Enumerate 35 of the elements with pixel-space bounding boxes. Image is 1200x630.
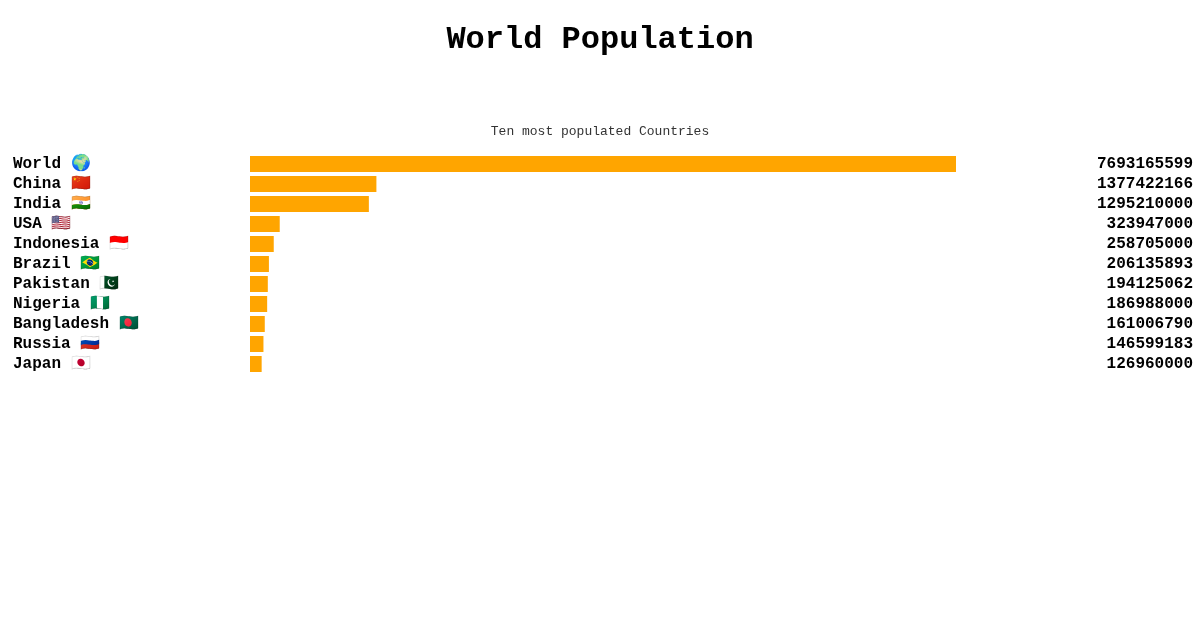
y-tick-label: Russia 🇷🇺 [13,334,101,353]
y-tick-label: Bangladesh 🇧🇩 [13,314,139,333]
data-label: 161006790 [1106,315,1193,333]
bar [250,176,377,192]
data-label: 194125062 [1106,275,1193,293]
y-tick-label: Brazil 🇧🇷 [13,254,101,273]
y-tick-label: Nigeria 🇳🇬 [13,294,110,313]
y-tick-label: Pakistan 🇵🇰 [13,274,120,293]
bar [250,256,269,272]
bar [250,296,268,312]
bar [250,316,265,332]
chart-subtitle: Ten most populated Countries [490,124,710,139]
bar [250,276,268,292]
y-tick-label: Japan 🇯🇵 [13,354,91,373]
data-label: 146599183 [1106,335,1193,353]
bar [250,156,956,172]
data-label: 323947000 [1106,215,1193,233]
data-label: 258705000 [1106,235,1193,253]
bar [250,196,369,212]
bar [250,336,264,352]
bar [250,216,280,232]
bar [250,236,274,252]
data-label: 1295210000 [1096,195,1193,213]
bar [250,356,262,372]
y-tick-label: China 🇨🇳 [13,174,91,193]
y-tick-label: World 🌍 [13,153,91,173]
data-label: 186988000 [1106,295,1193,313]
chart-title: World Population [446,20,754,58]
y-tick-label: USA 🇺🇸 [13,214,72,233]
data-label: 126960000 [1106,355,1193,373]
y-tick-label: Indonesia 🇮🇩 [13,234,130,253]
data-label: 1377422166 [1096,175,1193,193]
data-label: 206135893 [1106,255,1193,273]
y-tick-label: India 🇮🇳 [13,194,91,213]
data-label: 7693165599 [1096,155,1193,173]
